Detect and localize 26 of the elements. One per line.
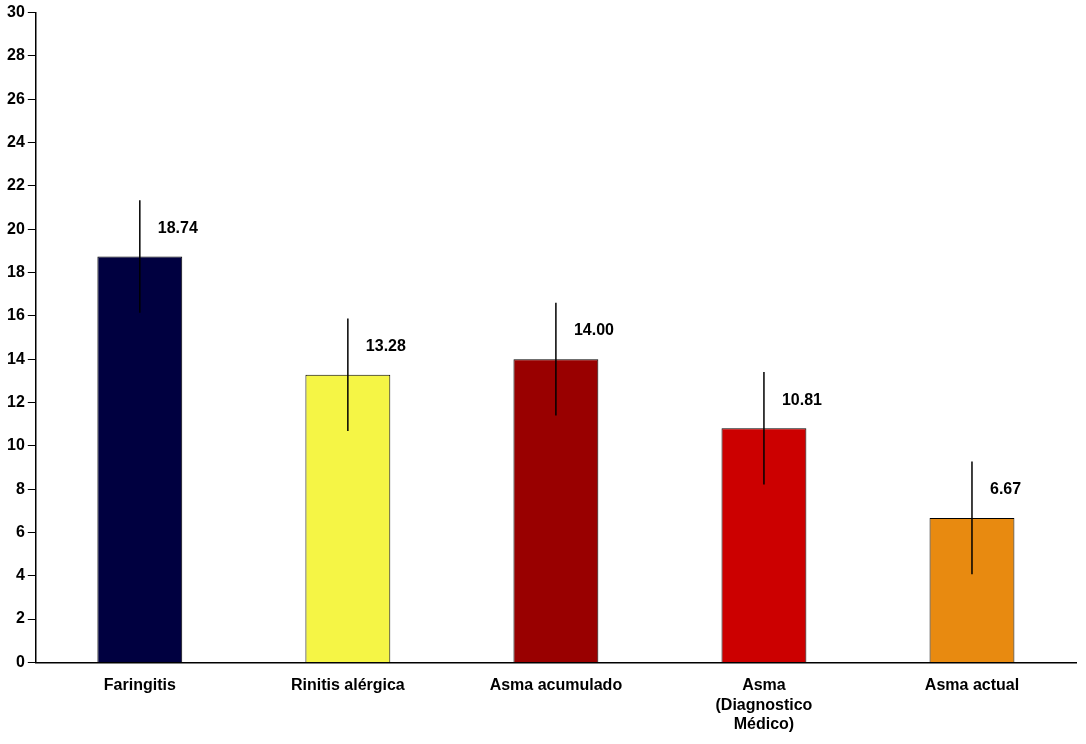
y-tick-label: 18 [7, 262, 25, 280]
y-tick-label: 16 [7, 306, 25, 324]
x-tick-label: Asma actual [924, 676, 1020, 694]
y-tick-label: 0 [15, 652, 25, 670]
x-tick-label: Faringitis [103, 676, 176, 694]
y-tick-label: 20 [7, 219, 25, 237]
data-label: 10.81 [781, 390, 823, 408]
data-label: 18.74 [157, 218, 198, 236]
y-tick-label: 22 [7, 176, 25, 194]
y-tick-label: 2 [15, 609, 25, 627]
data-label: 6.67 [989, 480, 1022, 498]
y-tick-label: 8 [15, 479, 25, 497]
y-tick-label: 6 [15, 522, 25, 540]
data-label: 13.28 [365, 337, 406, 354]
data-label: 14.00 [573, 321, 615, 339]
y-tick-label: 24 [7, 132, 25, 150]
y-tick-label: 30 [7, 3, 25, 21]
y-tick-label: 14 [7, 349, 25, 367]
y-tick-label: 26 [7, 89, 25, 107]
y-tick-label: 4 [15, 566, 25, 584]
y-tick-label: 28 [7, 46, 25, 64]
x-tick-label: Rinitis alérgica [290, 676, 405, 694]
y-tick-label: 10 [7, 436, 25, 454]
x-tick-label: Asma acumulado [489, 676, 623, 694]
x-tick-label: Asma (Diagnostico Médico) [715, 676, 813, 732]
y-tick-label: 12 [7, 392, 25, 410]
